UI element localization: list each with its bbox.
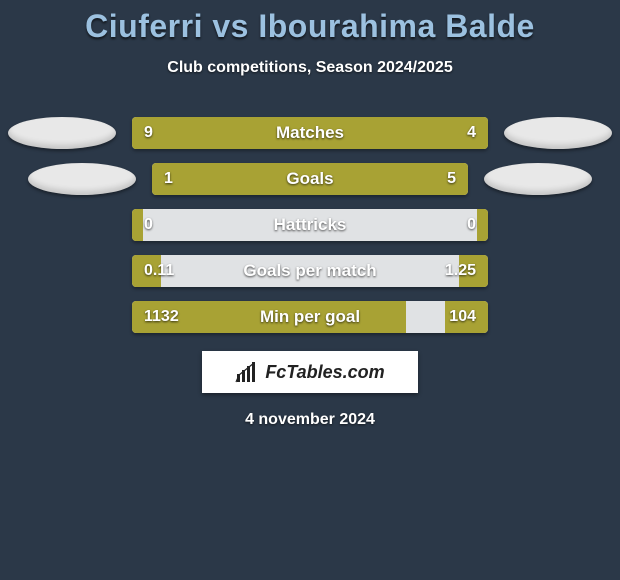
stat-row: 94Matches	[0, 117, 620, 149]
bar-fill-right	[477, 209, 488, 241]
logo-text: FcTables.com	[265, 362, 384, 383]
bar-fill-left	[132, 209, 143, 241]
bar-fill-right	[378, 117, 488, 149]
bar-fill-left	[152, 163, 205, 195]
bar-fill-left	[132, 117, 378, 149]
stat-row: 0.111.25Goals per match	[0, 255, 620, 287]
bar-fill-left	[132, 301, 406, 333]
date-label: 4 november 2024	[0, 411, 620, 429]
stat-row: 1132104Min per goal	[0, 301, 620, 333]
stat-value-left: 0	[144, 216, 153, 234]
player-ellipse-left	[8, 117, 116, 149]
page-title: Ciuferri vs Ibourahima Balde	[0, 8, 620, 45]
bar-fill-right	[445, 301, 488, 333]
stat-bar: 0.111.25Goals per match	[132, 255, 488, 287]
stat-label: Hattricks	[132, 215, 488, 235]
player-ellipse-left	[28, 163, 136, 195]
comparison-infographic: Ciuferri vs Ibourahima Balde Club compet…	[0, 0, 620, 429]
stat-bar: 0 0Hattricks	[132, 209, 488, 241]
player-ellipse-right	[504, 117, 612, 149]
stat-bar: 15Goals	[152, 163, 468, 195]
stat-label: Goals per match	[132, 261, 488, 281]
bar-fill-right	[459, 255, 488, 287]
bar-fill-left	[132, 255, 161, 287]
bar-chart-icon	[235, 360, 259, 384]
player-ellipse-right	[484, 163, 592, 195]
subtitle: Club competitions, Season 2024/2025	[0, 59, 620, 77]
stat-value-right: 0	[467, 216, 476, 234]
bar-fill-right	[205, 163, 468, 195]
site-logo: FcTables.com	[202, 351, 418, 393]
stat-row: 15Goals	[0, 163, 620, 195]
stat-rows: 94Matches 15Goals 0 0Hattricks 0.111.25Goals…	[0, 117, 620, 333]
stat-bar: 1132104Min per goal	[132, 301, 488, 333]
stat-row: 0 0Hattricks	[0, 209, 620, 241]
stat-bar: 94Matches	[132, 117, 488, 149]
